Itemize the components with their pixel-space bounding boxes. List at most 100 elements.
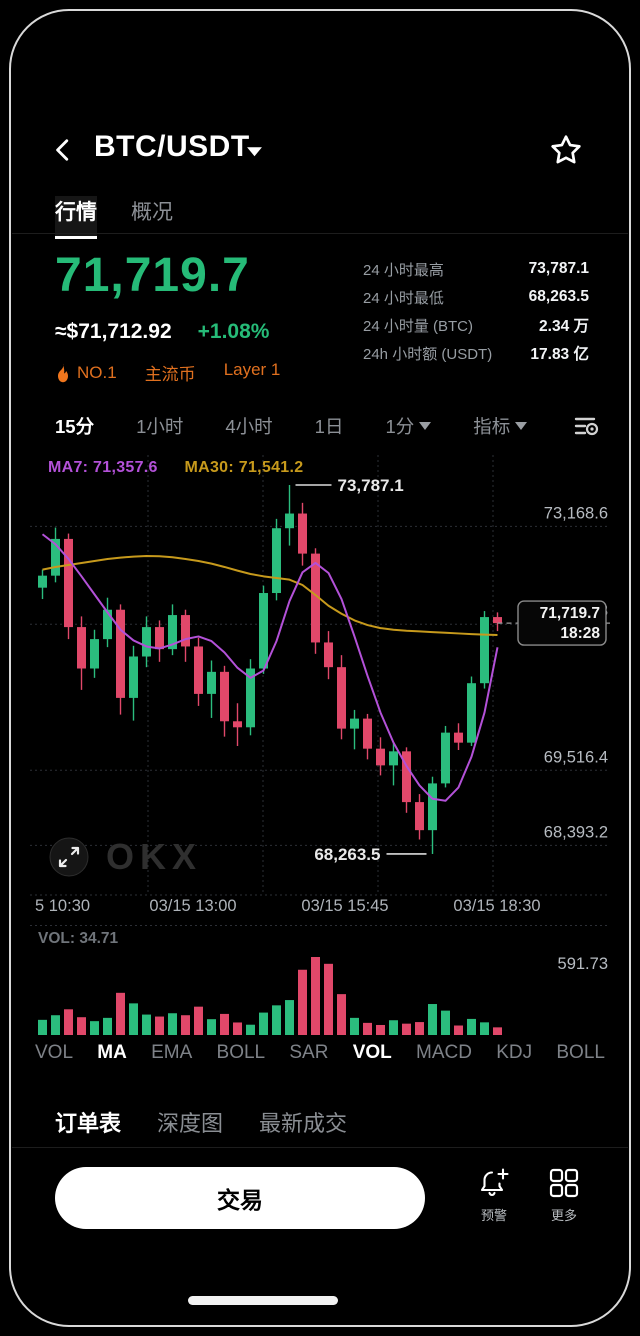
expand-chart-icon[interactable] (48, 836, 90, 878)
price-axis-label-2: 69,516.4 (544, 748, 608, 766)
volume-bar-2 (64, 1009, 73, 1035)
candle-body-6 (116, 609, 125, 698)
volume-bar-4 (90, 1021, 99, 1035)
price-approx-row: ≈$71,712.92 +1.08% (55, 320, 269, 344)
ma30-line (42, 554, 498, 637)
candle-body-24 (350, 718, 359, 729)
more-label: 更多 (550, 1208, 577, 1223)
candle-body-22 (324, 642, 333, 668)
rank-badge[interactable]: NO.1 (55, 363, 117, 383)
high-annotation-label: 73,787.1 (338, 476, 404, 495)
stat-value: 17.83 亿 (530, 346, 589, 363)
indicator-tab-boll-3[interactable]: BOLL (216, 1042, 266, 1063)
candle-body-35 (493, 617, 502, 624)
flame-icon (58, 363, 68, 382)
volume-chart[interactable]: VOL: 34.71 591.73 (30, 925, 610, 1037)
market-tab-bar: 行情 概况 (55, 196, 173, 239)
more-tool[interactable]: 更多 (532, 1167, 596, 1224)
stat-label: 24 小时最高 (363, 261, 444, 279)
last-price: 71,719.7 (55, 249, 250, 302)
volume-bar-15 (233, 1022, 242, 1035)
tag-badge-1[interactable]: Layer 1 (223, 360, 281, 379)
volume-bar-13 (207, 1019, 216, 1035)
volume-bar-3 (77, 1017, 86, 1035)
stat-value: 73,787.1 (528, 260, 589, 277)
volume-bar-9 (155, 1016, 164, 1035)
time-axis-label-3: 03/15 18:30 (453, 897, 541, 915)
indicator-tab-macd-6[interactable]: MACD (416, 1042, 472, 1063)
candle-body-10 (168, 615, 177, 650)
volume-bar-6 (116, 992, 125, 1035)
candle-body-9 (155, 627, 164, 650)
indicator-tab-boll-8[interactable]: BOLL (556, 1042, 605, 1063)
change-percent: +1.08% (197, 320, 270, 343)
indicator-tab-vol-5[interactable]: VOL (352, 1042, 392, 1063)
market-tab-0[interactable]: 行情 (55, 196, 97, 239)
volume-bar-5 (103, 1017, 112, 1035)
candle-body-19 (285, 513, 294, 529)
volume-bar-25 (363, 1022, 372, 1035)
stat-row-2: 24 小时量 (BTC) 2.34 万 (363, 311, 589, 339)
volume-bar-16 (246, 1024, 255, 1035)
favorite-star-icon[interactable] (549, 133, 583, 167)
last-price-tag-box (517, 600, 607, 646)
volume-bar-17 (259, 1012, 268, 1035)
candle-body-32 (454, 732, 463, 743)
interval-dropdown-1[interactable]: 指标 (473, 413, 528, 439)
interval-dropdown-0[interactable]: 1分 (385, 413, 432, 439)
tag-badge-0[interactable]: 主流币 (144, 365, 196, 384)
indicator-tab-kdj-7[interactable]: KDJ (496, 1042, 533, 1063)
low-annotation-label: 68,263.5 (314, 845, 380, 864)
last-price-tag[interactable]: 71,719.7 18:28 (517, 600, 607, 646)
last-price-tag-time: 18:28 (560, 625, 600, 642)
stat-value: 2.34 万 (539, 318, 589, 335)
candle-body-20 (298, 513, 307, 554)
stat-row-0: 24 小时最高 73,787.1 (363, 255, 589, 283)
back-icon[interactable] (50, 137, 76, 163)
pair-dropdown-icon[interactable] (246, 146, 263, 157)
tag-badges: 主流币 Layer 1 (145, 360, 281, 385)
interval-4小时[interactable]: 4小时 (225, 416, 273, 437)
candle-body-3 (77, 627, 86, 669)
volume-bar-23 (337, 994, 346, 1035)
divider (12, 233, 628, 234)
candle-body-12 (194, 646, 203, 694)
rank-label: NO.1 (77, 362, 117, 382)
volume-bar-14 (220, 1013, 229, 1035)
stats-panel: 24 小时最高 73,787.1 24 小时最低 68,263.5 24 小时量 (BT… (363, 255, 589, 367)
interval-1小时[interactable]: 1小时 (136, 416, 184, 437)
candle-body-18 (272, 528, 281, 594)
trade-button[interactable]: 交易 (55, 1167, 425, 1229)
indicator-tab-ma-1[interactable]: MA (97, 1042, 127, 1063)
candle-body-15 (233, 721, 242, 728)
alert-bell-plus-icon (480, 1168, 509, 1197)
orderbook-tab-1[interactable]: 深度图 (157, 1111, 224, 1136)
indicator-tab-sar-4[interactable]: SAR (289, 1042, 329, 1063)
chart-settings-button[interactable] (573, 414, 600, 438)
indicator-tab-vol-0[interactable]: VOL (35, 1042, 74, 1063)
candle-body-11 (181, 615, 190, 647)
indicator-tab-bar: VOL MA EMA BOLL SAR VOL MACD KDJ BOLL (35, 1042, 605, 1064)
candle-body-7 (129, 656, 138, 698)
volume-bar-12 (194, 1006, 203, 1035)
indicator-tab-ema-2[interactable]: EMA (151, 1042, 193, 1063)
market-tab-1[interactable]: 概况 (131, 201, 173, 224)
alert-tool[interactable]: 预警 (462, 1167, 526, 1224)
divider (12, 1147, 628, 1148)
candle-body-8 (142, 627, 151, 657)
interval-15分[interactable]: 15分 (55, 416, 95, 437)
candle-body-31 (441, 732, 450, 784)
time-axis-label-2: 03/15 15:45 (301, 897, 389, 915)
chart-watermark: OKX (48, 836, 202, 878)
page-title[interactable]: BTC/USDT (94, 130, 250, 163)
candle-body-17 (259, 593, 268, 669)
volume-bar-28 (402, 1023, 411, 1035)
volume-bar-7 (129, 1003, 138, 1035)
interval-1日[interactable]: 1日 (314, 416, 344, 437)
home-indicator[interactable] (188, 1296, 338, 1305)
orderbook-tab-2[interactable]: 最新成交 (259, 1111, 348, 1136)
ma7-legend: MA7: 71,357.6 (48, 459, 158, 476)
orderbook-tab-0[interactable]: 订单表 (55, 1111, 122, 1136)
candlestick-chart[interactable]: 73,787.168,263.573,168.671,702.869,516.4… (30, 455, 610, 900)
